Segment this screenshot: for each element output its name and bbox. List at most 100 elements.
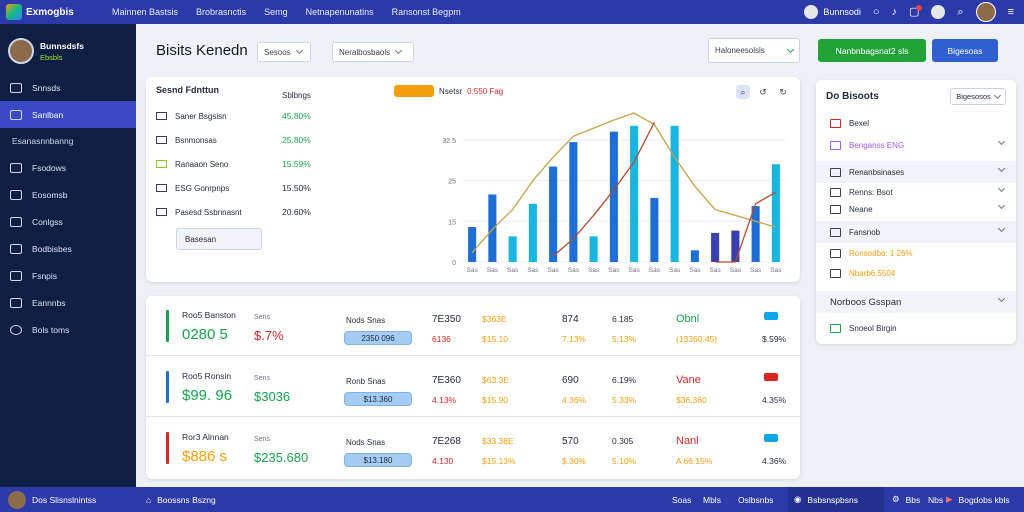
search-icon[interactable]: ⌕: [957, 5, 964, 18]
table-row[interactable]: Ror3 Alnnan $886 s Sens $235.680 Nods Snas $1…: [146, 418, 800, 478]
legend-search-input[interactable]: Basesan: [176, 228, 262, 250]
profile-avatar[interactable]: [975, 2, 996, 22]
top-nav-item-4[interactable]: Netnapenunatins: [305, 7, 374, 17]
right-panel-item[interactable]: Norboos Gsspan: [816, 291, 1016, 313]
top-user[interactable]: Bunnsodi: [804, 5, 861, 19]
right-panel-item[interactable]: Benganss ENG: [816, 134, 1016, 156]
chart-bar: [589, 236, 598, 262]
app-name: Exmogbis: [26, 6, 74, 18]
menu-icon[interactable]: ≡: [1007, 5, 1014, 18]
user-avatar-small[interactable]: [931, 5, 946, 19]
chart-card-title: Sesnd Fdnttun: [156, 85, 219, 95]
x-tick-label: Sas: [770, 267, 782, 274]
filter-select-1[interactable]: Sesoos: [257, 42, 311, 62]
table-row[interactable]: Roo5 Banston 0280 5 Sens $.7% Nods Snas 2350 …: [146, 296, 800, 356]
bell-icon[interactable]: ♪: [891, 5, 898, 18]
y-tick-label: 0: [452, 260, 456, 267]
row-pill[interactable]: $13.180: [344, 453, 412, 467]
notification-icon[interactable]: ▢2: [909, 4, 923, 18]
right-panel-item-label: Neane: [849, 204, 873, 214]
y-tick-label: 15: [448, 219, 456, 226]
select-value: Sesoos: [264, 47, 291, 57]
row-col-2: $363E: [482, 314, 507, 324]
sidebar-item-7[interactable]: Bodbisbes: [0, 235, 136, 262]
sidebar-item-2[interactable]: Sanlban: [0, 101, 136, 128]
bottom-link-6[interactable]: ▶ Bogdobs kbls: [946, 487, 1010, 512]
refresh-icon[interactable]: ↻: [779, 86, 787, 97]
x-tick-label: Sas: [710, 267, 722, 274]
row-sub-4: 5.33%: [612, 395, 637, 405]
chevron-down-icon: [993, 91, 1001, 99]
legend-item[interactable]: ESG Gonrpnps 15.50%: [156, 176, 416, 200]
sidebar-item-3[interactable]: Esanasnnbanng: [0, 128, 136, 154]
right-panel-item[interactable]: Renns: Bsot: [816, 181, 1016, 203]
reset-icon[interactable]: ↺: [759, 86, 767, 97]
bottom-link-3[interactable]: Oslbsnbs: [738, 494, 774, 505]
chevron-down-icon: [997, 294, 1006, 303]
chart-side-label: Sblbngs: [282, 91, 311, 100]
chart-bar: [690, 250, 699, 262]
sidebar-item-label: Fsnpis: [32, 270, 58, 281]
play-icon: ▶: [946, 494, 953, 504]
bottom-user[interactable]: Dos Slisnslnintss: [8, 487, 96, 512]
row-pill[interactable]: $13.360: [344, 392, 412, 406]
sidebar-item-label: Eannnbs: [32, 297, 66, 308]
top-user-name: Bunnsodi: [823, 7, 861, 17]
chart-bar: [731, 230, 740, 262]
legend-item[interactable]: Bsnmonsas 25.80%: [156, 128, 416, 152]
sidebar-profile[interactable]: Bunnsdsfs Ebsbls: [0, 24, 136, 74]
bottom-link-4[interactable]: ⚙ Bbs: [892, 487, 920, 512]
row-percent: $235.680: [254, 450, 309, 465]
chart-bar: [569, 142, 578, 262]
filter-select-2[interactable]: Neralbosbaols: [332, 42, 414, 62]
row-pill[interactable]: 2350 096: [344, 331, 412, 345]
chevron-down-icon: [997, 224, 1006, 233]
right-panel-item[interactable]: Renanbsinases: [816, 161, 1016, 183]
right-panel-item[interactable]: Ronsodbo: 1 26%: [816, 242, 1016, 264]
help-icon[interactable]: ○: [872, 5, 880, 18]
table-row[interactable]: Roo5 Ronsin $99. 96 Sens $3036 Ronb Snas $13.…: [146, 357, 800, 417]
bottom-status[interactable]: ◉ Bsbsnspbsns: [788, 487, 884, 512]
legend-item[interactable]: Saner Bsgsisn 45.80%: [156, 104, 416, 128]
x-tick-label: Sas: [548, 267, 560, 274]
right-panel-item[interactable]: Nbarb6.5504: [816, 262, 1016, 284]
chart-card: Sesnd Fdnttun Saner Bsgsisn 45.80% Bsnmon…: [146, 77, 800, 282]
sidebar-item-5[interactable]: Eosomsb: [0, 181, 136, 208]
right-panel-item[interactable]: Fansnob: [816, 221, 1016, 243]
row-label-2: Ronb Snas: [346, 377, 386, 386]
top-nav-item-1[interactable]: Mainnen Bastsis: [112, 7, 179, 17]
sidebar-item-6[interactable]: Conlgss: [0, 208, 136, 235]
legend-item[interactable]: Pasesd Ssbnnasnt 20.60%: [156, 200, 416, 224]
zoom-icon[interactable]: ⌕: [736, 85, 750, 99]
bottom-link-5[interactable]: Nbs: [928, 494, 944, 505]
app-logo[interactable]: Exmogbis: [0, 4, 100, 20]
legend-item[interactable]: Ranaaon Seno 15.59%: [156, 152, 416, 176]
sidebar-item-8[interactable]: Fsnpis: [0, 262, 136, 289]
bottom-link-2[interactable]: Mbls: [703, 494, 721, 505]
top-nav-item-5[interactable]: Ransonst Begpm: [391, 7, 461, 17]
sidebar-item-4[interactable]: Fsodows: [0, 154, 136, 181]
chart-toggle[interactable]: Nsetsr 0.550 Fag: [394, 85, 503, 97]
top-nav-item-3[interactable]: Semg: [264, 7, 288, 17]
right-panel-item[interactable]: Snoeol Birgin: [816, 317, 1016, 339]
top-nav-item-2[interactable]: Brobrasnctis: [196, 7, 247, 17]
chart-bar: [670, 125, 679, 263]
filter-select-3[interactable]: Haloneesolsls: [708, 38, 800, 63]
bottom-center[interactable]: ⌂ Boossns Bszng: [146, 487, 216, 512]
legend-label: Pasesd Ssbnnasnt: [175, 207, 242, 217]
row-indicator: [166, 371, 169, 403]
sidebar-item-9[interactable]: Eannnbs: [0, 289, 136, 316]
sidebar-item-1[interactable]: Snnsds: [0, 74, 136, 101]
x-tick-label: Sas: [467, 267, 479, 274]
select-value: Neralbosbaols: [339, 47, 391, 57]
chevron-down-icon: [997, 201, 1006, 210]
right-panel-select[interactable]: Bigesosos: [950, 88, 1006, 105]
chevron-down-icon: [786, 45, 795, 53]
primary-action-button[interactable]: Nanbnbagsnat2 sls: [818, 39, 926, 62]
right-panel-item[interactable]: Neane: [816, 198, 1016, 220]
secondary-action-button[interactable]: Bigesoas: [932, 39, 998, 62]
bottom-link-1[interactable]: Soas: [672, 494, 692, 505]
sidebar-item-10[interactable]: Bols toms: [0, 316, 136, 343]
right-panel-item[interactable]: Bexel: [816, 112, 1016, 134]
x-tick-label: Sas: [669, 267, 681, 274]
